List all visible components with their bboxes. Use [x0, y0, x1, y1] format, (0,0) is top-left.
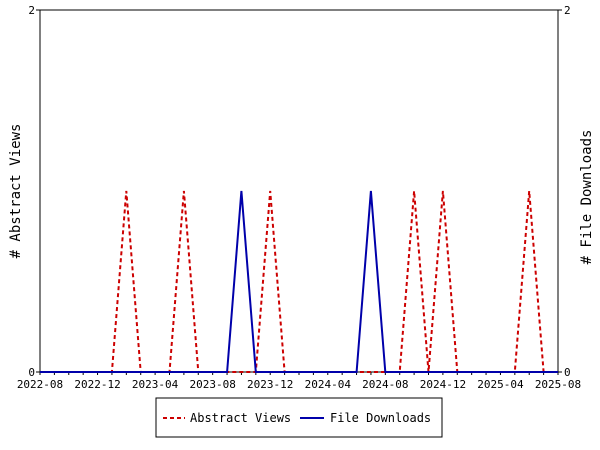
legend-box	[155, 397, 443, 438]
series-layer	[40, 190, 558, 373]
series-line-file-downloads	[40, 190, 558, 373]
y-right-tick-max: 2	[564, 4, 571, 17]
x-tick-label: 2023-08	[189, 378, 235, 391]
legend-label-file-downloads: File Downloads	[330, 411, 431, 425]
x-tick-label: 2025-04	[477, 378, 524, 391]
y-right-axis-title: # File Downloads	[579, 130, 595, 265]
y-left-tick-max: 2	[28, 4, 35, 17]
x-tick-label: 2024-04	[305, 378, 352, 391]
x-tick-label: 2023-04	[132, 378, 179, 391]
x-tick-label: 2022-12	[74, 378, 120, 391]
x-tick-label: 2025-08	[535, 378, 581, 391]
y-left-tick-min: 0	[28, 366, 35, 379]
legend-label-abstract-views: Abstract Views	[190, 411, 291, 425]
y-right-tick-min: 0	[564, 366, 571, 379]
plot-area	[39, 9, 559, 373]
tick-layer: 2022-08 2022-12 2023-04 2023-08 2023-12 2024-…	[17, 9, 581, 391]
x-tick-label: 2022-08	[17, 378, 63, 391]
x-tick-label: 2024-08	[362, 378, 408, 391]
legend: Abstract Views File Downloads	[155, 397, 443, 438]
y-left-axis-title: # Abstract Views	[8, 124, 24, 259]
x-tick-label: 2023-12	[247, 378, 293, 391]
x-tick-label: 2024-12	[420, 378, 466, 391]
